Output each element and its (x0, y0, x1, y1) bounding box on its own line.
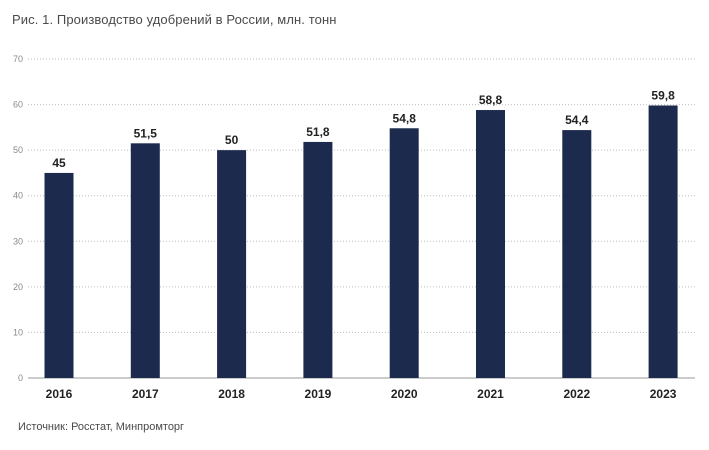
y-tick-label: 70 (13, 54, 23, 64)
data-label: 45 (52, 156, 66, 170)
x-tick-label: 2021 (477, 387, 504, 401)
bar-2021 (476, 110, 505, 378)
bar-2018 (217, 150, 247, 378)
data-label: 58,8 (479, 93, 503, 107)
data-label: 51,5 (134, 126, 158, 140)
data-label: 51,8 (306, 125, 330, 139)
y-tick-label: 10 (13, 327, 23, 337)
x-tick-label: 2020 (391, 387, 418, 401)
x-tick-label: 2018 (218, 387, 245, 401)
bar-2017 (130, 143, 160, 378)
bar-2022 (562, 130, 592, 378)
data-labels: 45 51,5 50 51,8 54,8 58,8 54,4 59,8 (52, 88, 675, 169)
x-tick-label: 2023 (650, 387, 677, 401)
y-axis-ticks: 0 10 20 30 40 50 60 70 (13, 54, 23, 383)
chart-title: Рис. 1. Производство удобрений в России,… (12, 12, 337, 27)
bars (44, 105, 678, 379)
x-tick-label: 2019 (305, 387, 332, 401)
y-tick-label: 50 (13, 145, 23, 155)
x-tick-label: 2016 (46, 387, 73, 401)
y-tick-label: 0 (18, 373, 23, 383)
bar-2019 (303, 141, 333, 378)
y-tick-label: 40 (13, 191, 23, 201)
data-label: 59,8 (651, 88, 675, 102)
bar-2016 (44, 172, 74, 378)
bar-chart: 0 10 20 30 40 50 60 70 45 51,5 50 51,8 54,8 58,8 54,4… (13, 54, 695, 401)
x-axis-ticks: 2016 2017 2018 2019 2020 2021 2022 2023 (46, 387, 677, 401)
data-label: 54,4 (565, 113, 589, 127)
y-tick-label: 20 (13, 282, 23, 292)
gridlines (28, 58, 695, 379)
x-tick-label: 2022 (563, 387, 590, 401)
y-tick-label: 60 (13, 100, 23, 110)
y-tick-label: 30 (13, 236, 23, 246)
data-label: 54,8 (393, 111, 417, 125)
bar-2023 (648, 105, 678, 379)
bar-2020 (389, 128, 419, 378)
x-tick-label: 2017 (132, 387, 159, 401)
data-label: 50 (225, 133, 239, 147)
source-note: Источник: Росстат, Минпромторг (18, 421, 185, 433)
